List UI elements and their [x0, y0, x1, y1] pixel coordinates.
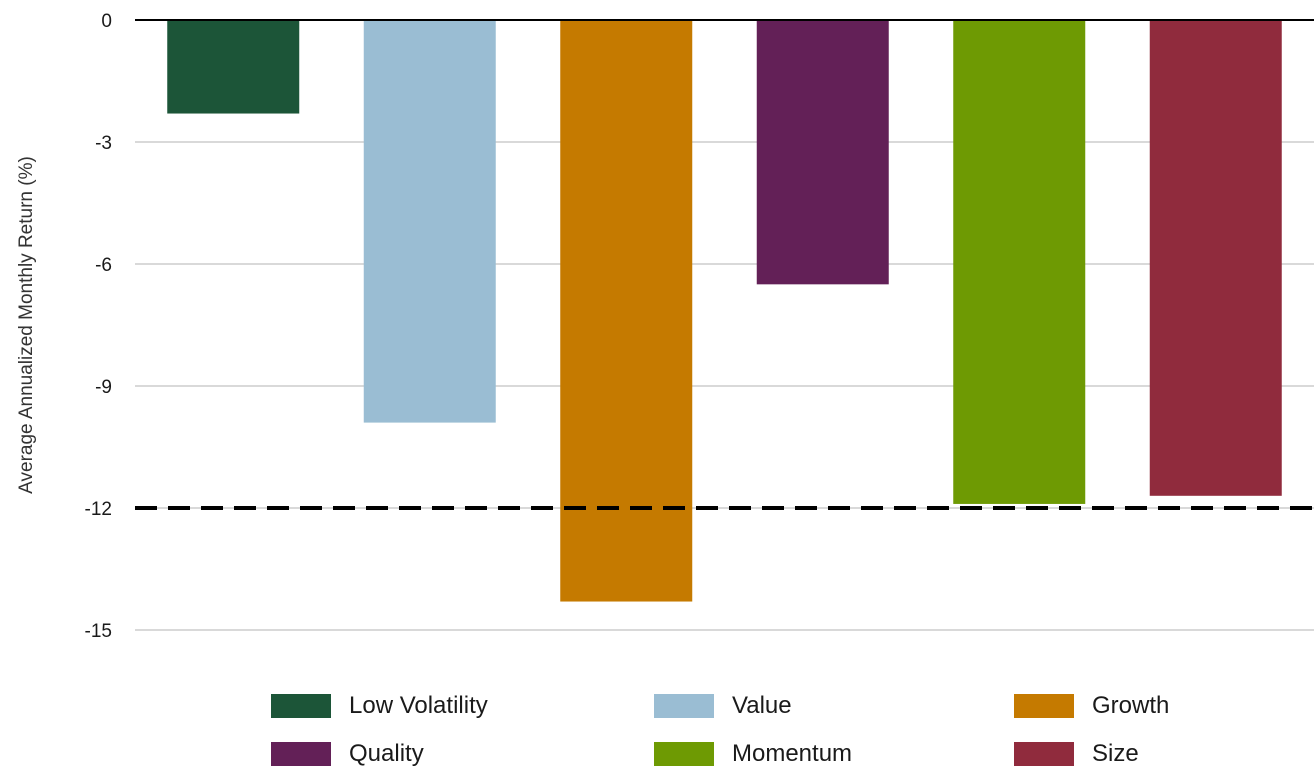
y-tick-label-2: -6: [95, 255, 112, 276]
y-tick-label-5: -15: [85, 621, 112, 642]
bar-size: [1149, 20, 1282, 496]
bar-growth: [560, 20, 693, 602]
bar-quality: [756, 20, 889, 285]
y-tick-labels: 0 -3 -6 -9 -12 -15: [85, 11, 112, 642]
bar-low-volatility: [167, 20, 300, 114]
bar-momentum: [953, 20, 1086, 504]
grid-lines: [135, 141, 1314, 631]
y-axis-label: Average Annualized Monthly Return (%): [16, 156, 37, 494]
y-tick-label-1: -3: [95, 133, 112, 154]
y-tick-label-0: 0: [101, 11, 112, 32]
y-tick-label-3: -9: [95, 377, 112, 398]
y-tick-label-4: -12: [85, 499, 112, 520]
bars: [167, 20, 1282, 602]
bar-value: [363, 20, 496, 423]
